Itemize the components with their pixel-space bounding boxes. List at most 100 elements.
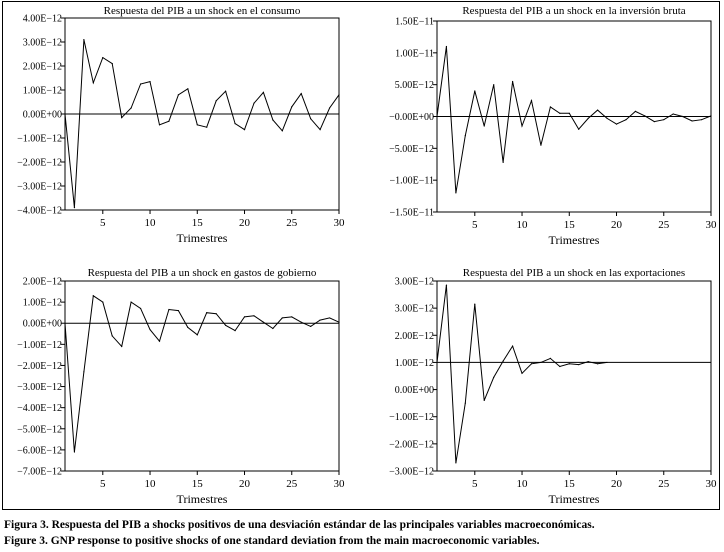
x-tick-label: 30 <box>334 217 346 229</box>
data-point <box>243 129 246 131</box>
y-tick-label: 1.50E−11 <box>395 17 434 28</box>
x-tick-label: 10 <box>145 217 157 229</box>
data-point <box>225 324 227 326</box>
data-point <box>281 317 283 319</box>
data-point <box>187 326 189 329</box>
y-tick-label: 0.00E+00 <box>395 385 434 396</box>
data-point <box>310 325 312 327</box>
data-point <box>691 120 693 122</box>
data-point <box>511 80 514 83</box>
data-point <box>177 309 179 312</box>
x-tick-label: 30 <box>706 219 718 231</box>
data-point <box>455 462 457 464</box>
y-tick-label: −2.00E−12 <box>17 361 62 372</box>
chart-title: Respuesta del PIB a un shock en el consu… <box>104 5 301 17</box>
chart-title: Respuesta del PIB a un shock en la inver… <box>462 5 685 17</box>
y-tick-label: 3.00E−12 <box>23 38 62 49</box>
figure-charts: Respuesta del PIB a un shock en el consu… <box>17 5 718 506</box>
y-tick-label: 1.00E−12 <box>23 298 62 309</box>
data-point <box>436 361 438 364</box>
data-point <box>540 361 542 364</box>
data-point <box>130 107 132 109</box>
data-point <box>464 402 466 404</box>
y-tick-label: −3.00E−12 <box>17 182 62 193</box>
y-tick-label: −5.00E−12 <box>389 144 434 155</box>
data-point <box>644 115 646 117</box>
data-point <box>587 361 589 363</box>
y-tick-label: −3.00E−12 <box>389 467 434 478</box>
data-point <box>206 312 208 314</box>
figure-frame: Respuesta del PIB a un shock en el consu… <box>2 1 720 510</box>
data-point <box>73 207 76 209</box>
data-point <box>300 93 302 95</box>
x-tick-label: 5 <box>100 478 106 490</box>
chart-panel-4: Respuesta del PIB a un shock en las expo… <box>389 267 717 506</box>
data-point <box>139 83 142 85</box>
x-tick-label: 15 <box>564 478 576 490</box>
data-point <box>511 345 514 347</box>
data-point <box>606 361 608 364</box>
data-point <box>445 45 448 48</box>
data-point <box>587 117 589 120</box>
data-point <box>149 328 151 331</box>
data-point <box>272 327 274 330</box>
series-line <box>436 46 712 193</box>
x-tick-label: 5 <box>472 478 478 490</box>
data-point <box>474 90 476 92</box>
data-point <box>549 106 551 108</box>
data-point <box>177 94 179 96</box>
x-axis-label: Trimestres <box>177 492 228 506</box>
data-point <box>83 39 85 41</box>
x-tick-label: 25 <box>286 478 298 490</box>
data-point <box>291 106 293 108</box>
data-point <box>111 335 113 337</box>
y-tick-label: 2.00E−12 <box>23 62 62 73</box>
x-tick-label: 15 <box>192 478 204 490</box>
data-point <box>530 363 533 365</box>
x-tick-label: 5 <box>100 217 106 229</box>
figure-caption-english: Figure 3. GNP response to positive shock… <box>4 535 540 547</box>
chart-panel-1: Respuesta del PIB a un shock en el consu… <box>17 5 345 245</box>
chart-title: Respuesta del PIB a un shock en las expo… <box>463 267 685 279</box>
x-tick-label: 25 <box>658 219 670 231</box>
chart-panel-3: Respuesta del PIB a un shock en gastos d… <box>17 267 345 506</box>
data-point <box>149 81 151 83</box>
y-tick-label: 3.00E−12 <box>395 277 434 288</box>
data-point <box>291 316 293 318</box>
x-tick-label: 10 <box>517 478 529 490</box>
data-point <box>196 124 198 126</box>
data-point <box>319 319 321 321</box>
x-tick-label: 10 <box>145 478 157 490</box>
x-axis-label: Trimestres <box>549 492 600 506</box>
plot-frame <box>436 280 712 472</box>
y-tick-label: −1.50E−11 <box>389 208 434 219</box>
data-point <box>64 113 66 115</box>
data-point <box>262 91 265 93</box>
series-line <box>64 39 340 208</box>
data-point <box>328 317 331 319</box>
y-tick-label: 4.00E−12 <box>23 14 62 25</box>
y-tick-label: −1.00E−12 <box>389 412 434 423</box>
data-point <box>196 334 198 336</box>
data-point <box>281 130 283 132</box>
plot-frame <box>64 280 340 472</box>
data-point <box>502 360 504 362</box>
data-point <box>310 118 312 120</box>
y-tick-label: 0.00E+00 <box>23 110 62 121</box>
data-point <box>158 124 161 126</box>
data-point <box>102 57 104 59</box>
y-tick-label: 2.00E−12 <box>395 331 434 342</box>
data-point <box>568 112 570 114</box>
data-point <box>634 110 637 113</box>
y-tick-label: −1.00E−12 <box>17 340 62 351</box>
data-point <box>436 115 438 118</box>
y-tick-label: 0.00E+00 <box>23 319 62 330</box>
data-point <box>121 345 123 348</box>
data-point <box>530 99 533 102</box>
data-point <box>338 321 340 323</box>
data-point <box>215 313 217 315</box>
data-point <box>92 82 94 84</box>
data-point <box>111 63 113 65</box>
data-point <box>92 295 94 297</box>
data-point <box>215 100 217 102</box>
